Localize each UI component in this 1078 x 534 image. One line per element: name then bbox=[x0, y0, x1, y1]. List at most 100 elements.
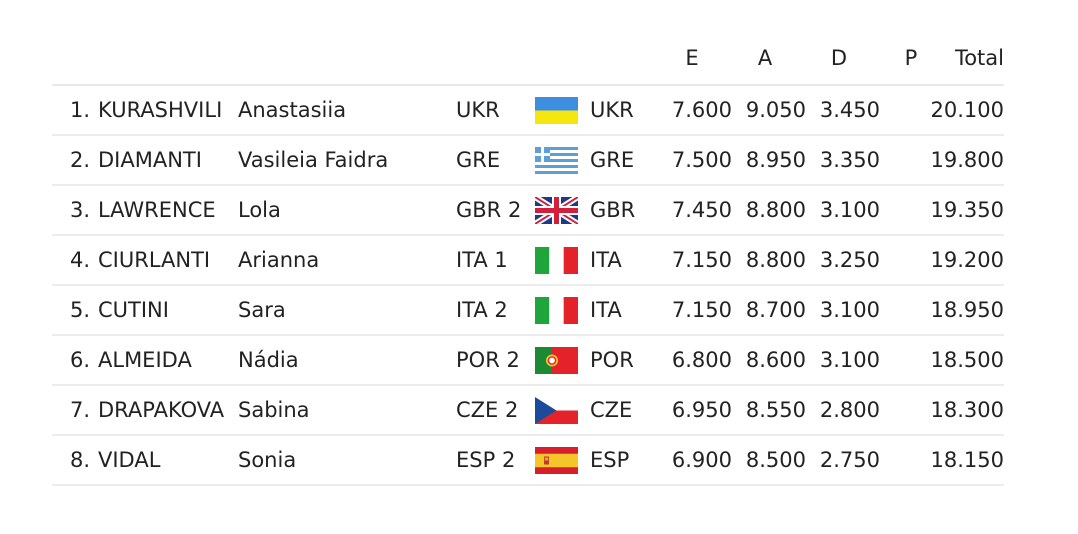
score-e-cell: 7.600 bbox=[671, 98, 732, 122]
score-d-cell: 2.800 bbox=[819, 398, 880, 422]
surname-cell: DIAMANTI bbox=[98, 148, 202, 172]
italy-flag-icon bbox=[535, 297, 578, 324]
table-row: 1. KURASHVILI Anastasiia UKR UKR 7.600 9.050 3.… bbox=[52, 86, 1004, 136]
column-header-e: E bbox=[685, 46, 699, 70]
total-cell: 20.100 bbox=[930, 98, 1004, 122]
column-header-p: P bbox=[904, 46, 918, 70]
results-table: E A D P Total 1. KURASHVILI Anastasiia UKR U… bbox=[52, 36, 1004, 486]
surname-cell: CUTINI bbox=[98, 298, 169, 322]
surname-cell: DRAPAKOVA bbox=[98, 398, 225, 422]
score-a-cell: 8.600 bbox=[745, 348, 806, 372]
nation-cell: ITA bbox=[590, 298, 622, 322]
nation-cell: CZE bbox=[590, 398, 633, 422]
total-cell: 18.150 bbox=[930, 448, 1004, 472]
score-e-cell: 6.900 bbox=[671, 448, 732, 472]
score-e-cell: 7.500 bbox=[671, 148, 732, 172]
table-row: 2. DIAMANTI Vasileia Faidra GRE GRE 7.500 8.95… bbox=[52, 136, 1004, 186]
score-d-cell: 3.100 bbox=[819, 348, 880, 372]
score-d-cell: 2.750 bbox=[819, 448, 880, 472]
given-name-cell: Lola bbox=[238, 198, 281, 222]
score-e-cell: 7.150 bbox=[671, 248, 732, 272]
given-name-cell: Vasileia Faidra bbox=[238, 148, 389, 172]
given-name-cell: Sara bbox=[238, 298, 286, 322]
score-a-cell: 8.550 bbox=[745, 398, 806, 422]
given-name-cell: Nádia bbox=[238, 348, 299, 372]
score-e-cell: 6.800 bbox=[671, 348, 732, 372]
team-cell: UKR bbox=[456, 98, 500, 122]
rank-cell: 6. bbox=[69, 348, 90, 372]
nation-cell: UKR bbox=[590, 98, 634, 122]
score-e-cell: 7.150 bbox=[671, 298, 732, 322]
surname-cell: CIURLANTI bbox=[98, 248, 211, 272]
score-a-cell: 8.800 bbox=[745, 248, 806, 272]
rank-cell: 4. bbox=[69, 248, 90, 272]
team-cell: ESP 2 bbox=[456, 448, 516, 472]
column-header-a: A bbox=[757, 46, 773, 70]
table-row: 6. ALMEIDA Nádia POR 2 POR 6.800 8.600 3.100 18.… bbox=[52, 336, 1004, 386]
total-cell: 19.200 bbox=[930, 248, 1004, 272]
table-body: 1. KURASHVILI Anastasiia UKR UKR 7.600 9.050 3.… bbox=[52, 86, 1004, 486]
portugal-flag-icon bbox=[535, 347, 578, 374]
table-row: 8. VIDAL Sonia ESP 2 ESP 6.900 8.500 2.750 18.15… bbox=[52, 436, 1004, 486]
score-p-cell bbox=[880, 386, 918, 434]
spain-flag-icon bbox=[535, 447, 578, 474]
uk-flag-icon bbox=[535, 197, 578, 224]
score-p-cell bbox=[880, 186, 918, 234]
score-e-cell: 6.950 bbox=[671, 398, 732, 422]
score-d-cell: 3.450 bbox=[819, 98, 880, 122]
score-e-cell: 7.450 bbox=[671, 198, 732, 222]
score-p-cell bbox=[880, 86, 918, 134]
score-a-cell: 8.700 bbox=[745, 298, 806, 322]
nation-cell: ITA bbox=[590, 248, 622, 272]
nation-cell: GRE bbox=[590, 148, 635, 172]
score-p-cell bbox=[880, 286, 918, 334]
czech-flag-icon bbox=[535, 397, 578, 424]
score-a-cell: 9.050 bbox=[745, 98, 806, 122]
team-cell: ITA 1 bbox=[456, 248, 508, 272]
score-a-cell: 8.800 bbox=[745, 198, 806, 222]
table-row: 3. LAWRENCE Lola GBR 2 GBR 7.450 8.800 3.100 19.… bbox=[52, 186, 1004, 236]
score-p-cell bbox=[880, 136, 918, 184]
surname-cell: ALMEIDA bbox=[98, 348, 192, 372]
total-cell: 19.350 bbox=[930, 198, 1004, 222]
surname-cell: KURASHVILI bbox=[98, 98, 223, 122]
score-d-cell: 3.100 bbox=[819, 298, 880, 322]
rank-cell: 8. bbox=[69, 448, 90, 472]
rank-cell: 1. bbox=[69, 98, 90, 122]
score-p-cell bbox=[880, 436, 918, 484]
total-cell: 18.300 bbox=[930, 398, 1004, 422]
total-cell: 18.950 bbox=[930, 298, 1004, 322]
table-row: 7. DRAPAKOVA Sabina CZE 2 CZE 6.950 8.550 2.800… bbox=[52, 386, 1004, 436]
given-name-cell: Sonia bbox=[238, 448, 297, 472]
team-cell: GBR 2 bbox=[456, 198, 522, 222]
score-d-cell: 3.100 bbox=[819, 198, 880, 222]
column-header-total: Total bbox=[954, 46, 1004, 70]
score-p-cell bbox=[880, 236, 918, 284]
score-d-cell: 3.350 bbox=[819, 148, 880, 172]
ukraine-flag-icon bbox=[535, 97, 578, 124]
total-cell: 19.800 bbox=[930, 148, 1004, 172]
italy-flag-icon bbox=[535, 247, 578, 274]
rank-cell: 5. bbox=[69, 298, 90, 322]
nation-cell: POR bbox=[590, 348, 634, 372]
surname-cell: LAWRENCE bbox=[98, 198, 216, 222]
score-a-cell: 8.950 bbox=[745, 148, 806, 172]
team-cell: ITA 2 bbox=[456, 298, 508, 322]
team-cell: GRE bbox=[456, 148, 501, 172]
column-header-d: D bbox=[830, 46, 848, 70]
rank-cell: 2. bbox=[69, 148, 90, 172]
given-name-cell: Arianna bbox=[238, 248, 320, 272]
team-cell: CZE 2 bbox=[456, 398, 519, 422]
nation-cell: ESP bbox=[590, 448, 630, 472]
team-cell: POR 2 bbox=[456, 348, 520, 372]
given-name-cell: Sabina bbox=[238, 398, 310, 422]
greece-flag-icon bbox=[535, 147, 578, 174]
rank-cell: 3. bbox=[69, 198, 90, 222]
total-cell: 18.500 bbox=[930, 348, 1004, 372]
table-row: 4. CIURLANTI Arianna ITA 1 ITA 7.150 8.800 3.25… bbox=[52, 236, 1004, 286]
nation-cell: GBR bbox=[590, 198, 636, 222]
score-d-cell: 3.250 bbox=[819, 248, 880, 272]
surname-cell: VIDAL bbox=[98, 448, 161, 472]
score-a-cell: 8.500 bbox=[745, 448, 806, 472]
score-p-cell bbox=[880, 336, 918, 384]
